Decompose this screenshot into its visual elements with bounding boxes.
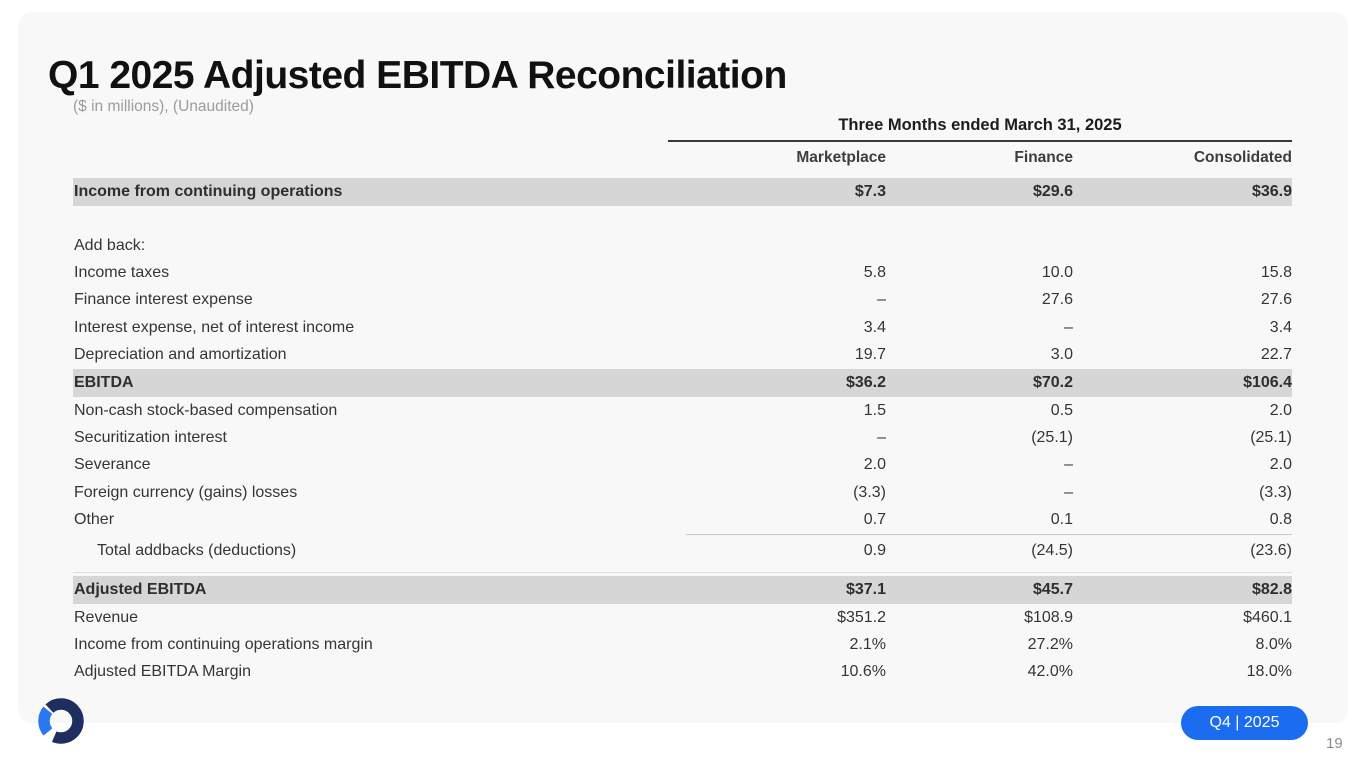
row-value: – — [877, 429, 886, 447]
row-value: $36.9 — [1251, 183, 1292, 200]
row-value: 8.0% — [1255, 635, 1292, 653]
table-row: Income from continuing operations $7.3 $29… — [73, 178, 1292, 206]
row-value: $37.1 — [845, 580, 886, 598]
quarter-badge-button[interactable]: Q4 | 2025 — [1181, 706, 1308, 740]
row-label: Foreign currency (gains) losses — [74, 483, 298, 501]
table-row: Other 0.7 0.1 0.8 — [73, 507, 1292, 534]
row-value: 0.8 — [1269, 511, 1292, 529]
slide-background — [18, 12, 1348, 723]
page-title: Q1 2025 Adjusted EBITDA Reconciliation — [48, 54, 787, 98]
slide-subtitle: ($ in millions), (Unaudited) — [73, 98, 254, 115]
row-value: 2.0 — [1269, 401, 1292, 419]
company-ring-logo-icon — [38, 698, 84, 744]
ebitda-reconciliation-table: Three Months ended March 31, 2025 Market… — [73, 116, 1292, 686]
row-value: (25.1) — [1031, 429, 1073, 447]
row-value: $70.2 — [1032, 373, 1073, 391]
table-row: EBITDA $36.2 $70.2 $106.4 — [73, 368, 1292, 397]
row-value: 27.6 — [1260, 291, 1292, 309]
table-divider — [73, 571, 1292, 573]
table-row: Total addbacks (deductions) 0.9 (24.5) (23.… — [73, 533, 1292, 568]
row-value: – — [877, 291, 886, 309]
row-value: 42.0% — [1027, 663, 1073, 681]
row-value: $36.2 — [845, 373, 886, 391]
table-row: Adjusted EBITDA $37.1 $45.7 $82.8 — [73, 575, 1292, 604]
column-header-consolidated: Consolidated — [1193, 148, 1292, 166]
row-value: $82.8 — [1251, 580, 1292, 598]
row-value: 27.2% — [1027, 635, 1073, 653]
row-value: 2.0 — [1269, 456, 1292, 474]
row-value: 2.0 — [863, 456, 886, 474]
row-value: 2.1% — [849, 635, 886, 653]
table-row: Non-cash stock-based compensation 1.5 0.5 2… — [73, 397, 1292, 424]
row-label: EBITDA — [74, 373, 134, 391]
row-value: 0.5 — [1050, 401, 1073, 419]
period-header: Three Months ended March 31, 2025 — [668, 116, 1292, 142]
row-value: 3.4 — [1269, 318, 1292, 336]
row-value: – — [1064, 483, 1073, 501]
row-value: 3.4 — [863, 318, 886, 336]
table-row: Finance interest expense – 27.6 27.6 — [73, 287, 1292, 314]
row-value: 22.7 — [1260, 346, 1292, 364]
row-value: 0.7 — [863, 511, 886, 529]
row-label: Securitization interest — [74, 429, 227, 447]
row-value: 0.1 — [1050, 511, 1073, 529]
row-value: – — [1064, 318, 1073, 336]
column-header-marketplace: Marketplace — [796, 148, 886, 166]
row-label: Finance interest expense — [74, 291, 253, 309]
row-value: – — [1064, 456, 1073, 474]
page-number: 19 — [1326, 735, 1343, 752]
table-row: Interest expense, net of interest income… — [73, 314, 1292, 341]
row-value: $108.9 — [1024, 608, 1073, 626]
row-value: (25.1) — [1250, 429, 1292, 447]
row-label: Revenue — [74, 608, 139, 626]
row-label: Other — [74, 511, 115, 529]
row-label: Income taxes — [74, 264, 170, 282]
row-value: 18.0% — [1246, 663, 1292, 681]
row-value: (23.6) — [1073, 533, 1292, 568]
table-row: Income from continuing operations margin… — [73, 631, 1292, 658]
row-value: 27.6 — [1041, 291, 1073, 309]
row-value: 1.5 — [863, 401, 886, 419]
table-row: Foreign currency (gains) losses (3.3) – (3.… — [73, 479, 1292, 506]
row-value: $29.6 — [1032, 183, 1073, 200]
row-value: $351.2 — [837, 608, 886, 626]
table-row: Depreciation and amortization 19.7 3.0 22.7 — [73, 342, 1292, 369]
row-value: 10.6% — [840, 663, 886, 681]
row-value: 3.0 — [1050, 346, 1073, 364]
table-body: Income from continuing operations $7.3 $29… — [73, 178, 1292, 686]
row-value: 0.9 — [686, 533, 886, 568]
table-row: Severance 2.0 – 2.0 — [73, 452, 1292, 479]
row-label: Non-cash stock-based compensation — [74, 401, 338, 419]
column-header-finance: Finance — [1014, 148, 1073, 166]
row-label: Total addbacks (deductions) — [97, 541, 297, 559]
table-row: Income taxes 5.8 10.0 15.8 — [73, 259, 1292, 286]
row-label: Income from continuing operations margin — [74, 635, 373, 653]
row-value: 10.0 — [1041, 264, 1073, 282]
table-row: Securitization interest – (25.1) (25.1) — [73, 424, 1292, 451]
row-value: 19.7 — [854, 346, 886, 364]
row-label: Adjusted EBITDA — [74, 580, 207, 598]
row-value: (24.5) — [886, 533, 1073, 568]
row-value: $106.4 — [1243, 373, 1292, 391]
table-row: Revenue $351.2 $108.9 $460.1 — [73, 604, 1292, 631]
row-label: Interest expense, net of interest income — [74, 318, 355, 336]
row-value: $460.1 — [1243, 608, 1292, 626]
row-value: 5.8 — [863, 264, 886, 282]
row-value: $7.3 — [854, 183, 886, 200]
row-label: Add back: — [74, 236, 146, 254]
spacer-row — [73, 206, 1292, 232]
table-row: Adjusted EBITDA Margin 10.6% 42.0% 18.0% — [73, 659, 1292, 686]
row-label: Severance — [74, 456, 151, 474]
row-label: Adjusted EBITDA Margin — [74, 663, 251, 681]
row-value: (3.3) — [853, 483, 886, 501]
row-value: 15.8 — [1260, 264, 1292, 282]
row-value: (3.3) — [1259, 483, 1292, 501]
table-row: Add back: — [73, 232, 1292, 259]
row-label: Depreciation and amortization — [74, 346, 287, 364]
row-label: Income from continuing operations — [74, 183, 343, 200]
row-value: $45.7 — [1032, 580, 1073, 598]
column-header-row: Marketplace Finance Consolidated — [73, 142, 1292, 173]
